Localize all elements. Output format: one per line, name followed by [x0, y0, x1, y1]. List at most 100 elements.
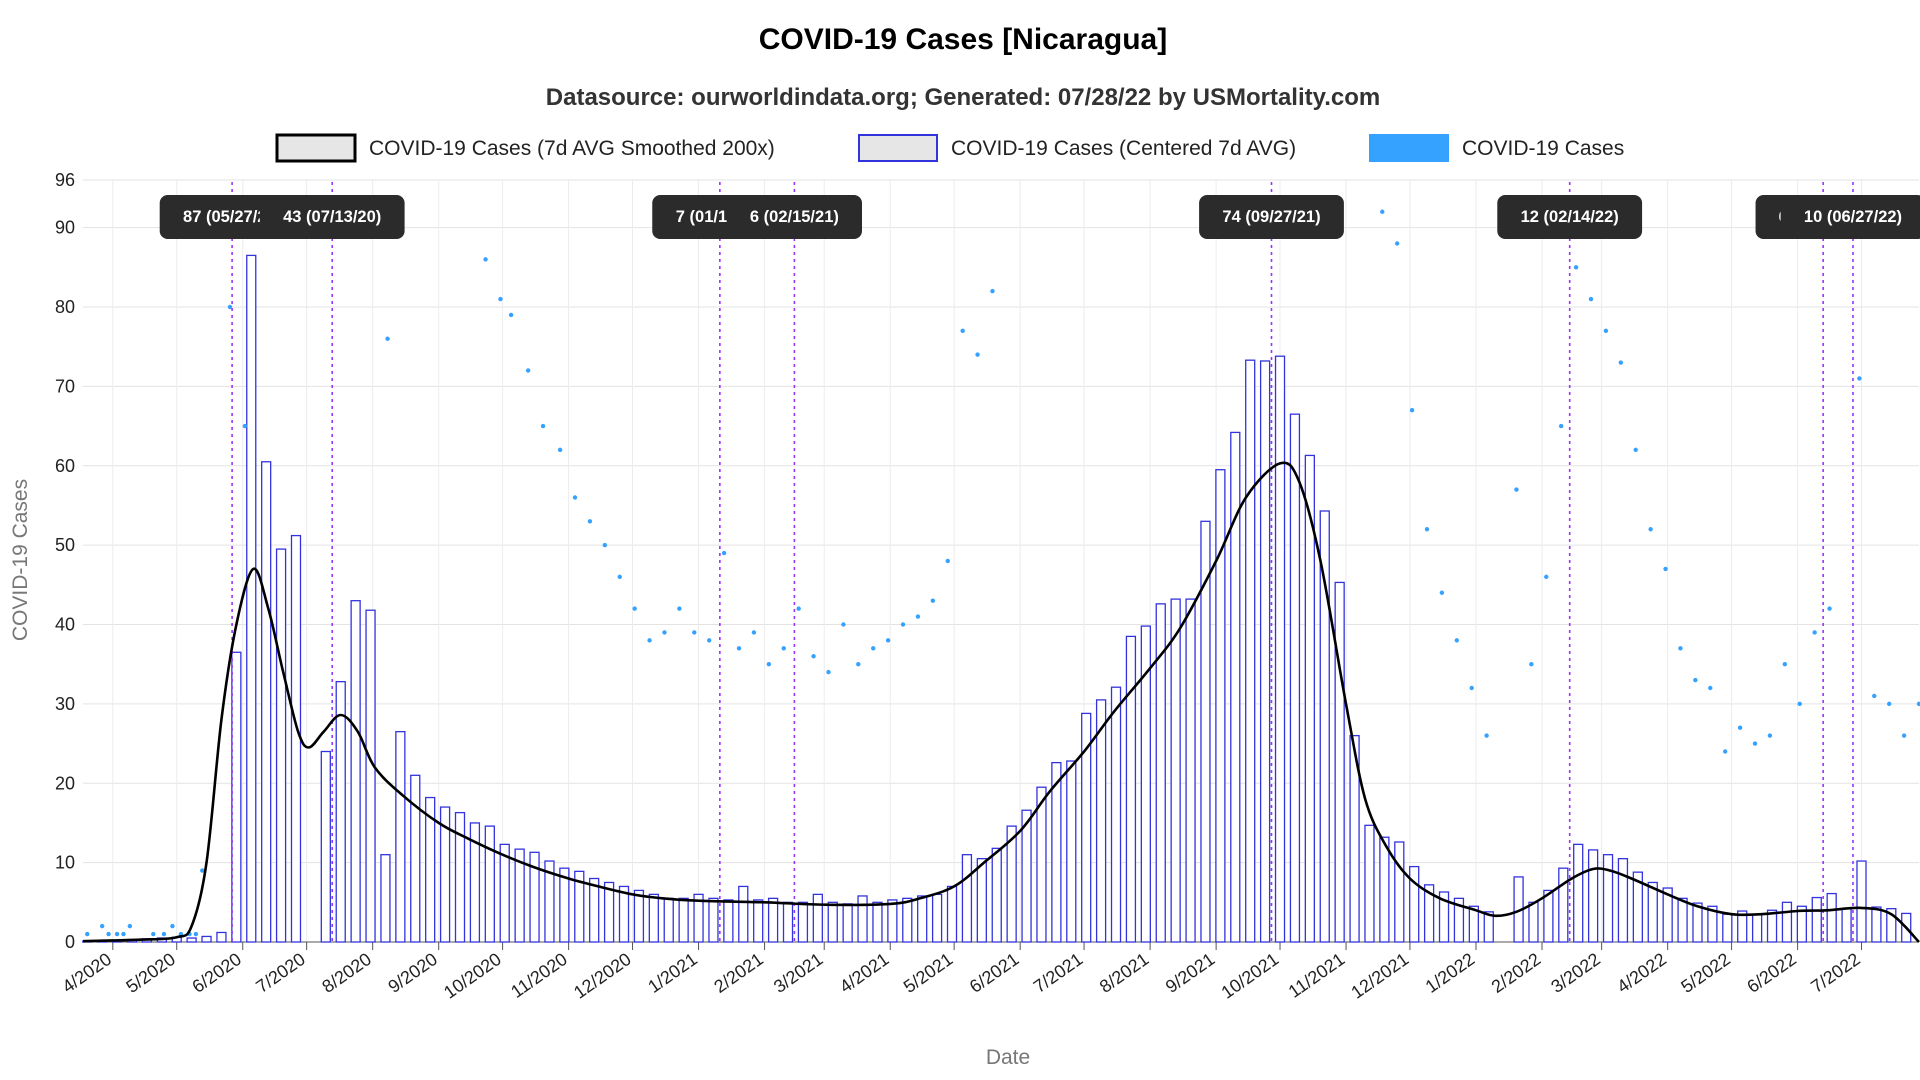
bar [544, 860, 555, 943]
scatter-point [85, 931, 90, 937]
bar [693, 893, 704, 943]
bar [1066, 760, 1077, 943]
bar [1617, 858, 1629, 943]
bar [1125, 635, 1137, 943]
bar [275, 548, 287, 943]
bar-series [82, 254, 1912, 943]
scatter-point [960, 328, 965, 334]
bar [812, 893, 823, 943]
bar [1200, 520, 1211, 943]
legend-swatch-smoothed[interactable] [275, 133, 357, 163]
scatter-point [1752, 741, 1758, 746]
bar [931, 893, 943, 943]
bar [410, 774, 421, 943]
bar [1319, 510, 1330, 943]
bar [1110, 686, 1122, 943]
bar [1423, 884, 1435, 943]
scatter-point [227, 304, 233, 310]
scatter-point [151, 931, 156, 937]
scatter-point [1558, 423, 1564, 429]
scatter-point [1812, 630, 1817, 635]
scatter-point [900, 622, 906, 627]
scatter-point [1529, 661, 1534, 667]
y-tick-label: 60 [55, 456, 75, 476]
annotation-label: 12 (02/14/22) [1521, 208, 1619, 226]
bar [1722, 913, 1733, 943]
scatter-point [677, 606, 682, 611]
marker-lines [231, 182, 1854, 942]
bar [201, 935, 212, 943]
legend-label-centered: COVID-19 Cases (Centered 7d AVG) [951, 137, 1296, 160]
bar [1826, 892, 1837, 943]
annotation-box [726, 195, 862, 239]
bar [1662, 887, 1673, 943]
scatter-point [99, 923, 105, 929]
scatter-point [721, 550, 727, 556]
bar [1453, 897, 1465, 943]
annotation-label: 43 (07/13/20) [283, 208, 381, 226]
bar [976, 858, 987, 943]
scatter-point [1722, 749, 1728, 754]
scatter-point [1588, 296, 1594, 302]
scatter-point [1424, 527, 1430, 532]
scatter-point [1380, 209, 1385, 214]
scatter-point [106, 931, 111, 937]
bar [1632, 871, 1643, 943]
scatter-point [1886, 701, 1892, 707]
bar [1707, 905, 1718, 943]
scatter-point [385, 336, 390, 341]
scatter-point [483, 257, 488, 262]
scatter-point [114, 931, 120, 937]
scatter-point [557, 447, 563, 453]
y-tick-label: 96 [55, 170, 75, 190]
scatter-point [1767, 733, 1773, 738]
bar [1155, 603, 1166, 943]
bar [1036, 786, 1047, 943]
scatter-point [796, 606, 801, 611]
scatter-point [990, 288, 995, 294]
scatter-point [525, 368, 531, 373]
bar [469, 822, 481, 943]
bar [797, 901, 809, 943]
scatter-point [945, 558, 950, 564]
scatter-point [736, 646, 742, 651]
scatter-point [1901, 733, 1907, 738]
bar [1751, 913, 1763, 943]
annotation-box [259, 195, 405, 239]
bar [618, 885, 630, 943]
bar [1051, 761, 1062, 943]
scatter-point [170, 923, 175, 929]
bar [1677, 897, 1688, 943]
bar [603, 881, 615, 943]
bar [514, 848, 525, 943]
bar [350, 600, 361, 943]
bar [1587, 849, 1599, 943]
bar [991, 847, 1002, 943]
scatter-point [498, 296, 503, 302]
scatter-point [1514, 487, 1519, 492]
bar [887, 899, 898, 943]
bar [1140, 625, 1151, 943]
bar [827, 901, 838, 943]
bar [872, 901, 883, 943]
scatter-point [1544, 574, 1549, 580]
bar [1215, 469, 1226, 943]
scatter-point [121, 931, 126, 937]
bar [246, 254, 257, 943]
legend-swatch-centered[interactable] [858, 134, 938, 162]
chart-subtitle: Datasource: ourworldindata.org; Generate… [546, 84, 1380, 111]
bar [917, 895, 928, 943]
scatter-point [826, 669, 831, 675]
bar [454, 811, 466, 943]
bar [678, 897, 689, 943]
bar [767, 897, 779, 943]
scatter-point [811, 654, 816, 659]
legend-swatch-cases[interactable] [1369, 134, 1449, 162]
smoothed-line [82, 461, 1920, 943]
bar [782, 901, 794, 943]
bar [1095, 699, 1107, 943]
annotation-label: 87 (05/27/20) [183, 208, 281, 226]
bar [1021, 809, 1032, 943]
scatter-point [766, 661, 772, 667]
annotations: 87 (05/27/20) 43 (07/13/20) 7 (01/11/21)6 … [159, 195, 1920, 239]
